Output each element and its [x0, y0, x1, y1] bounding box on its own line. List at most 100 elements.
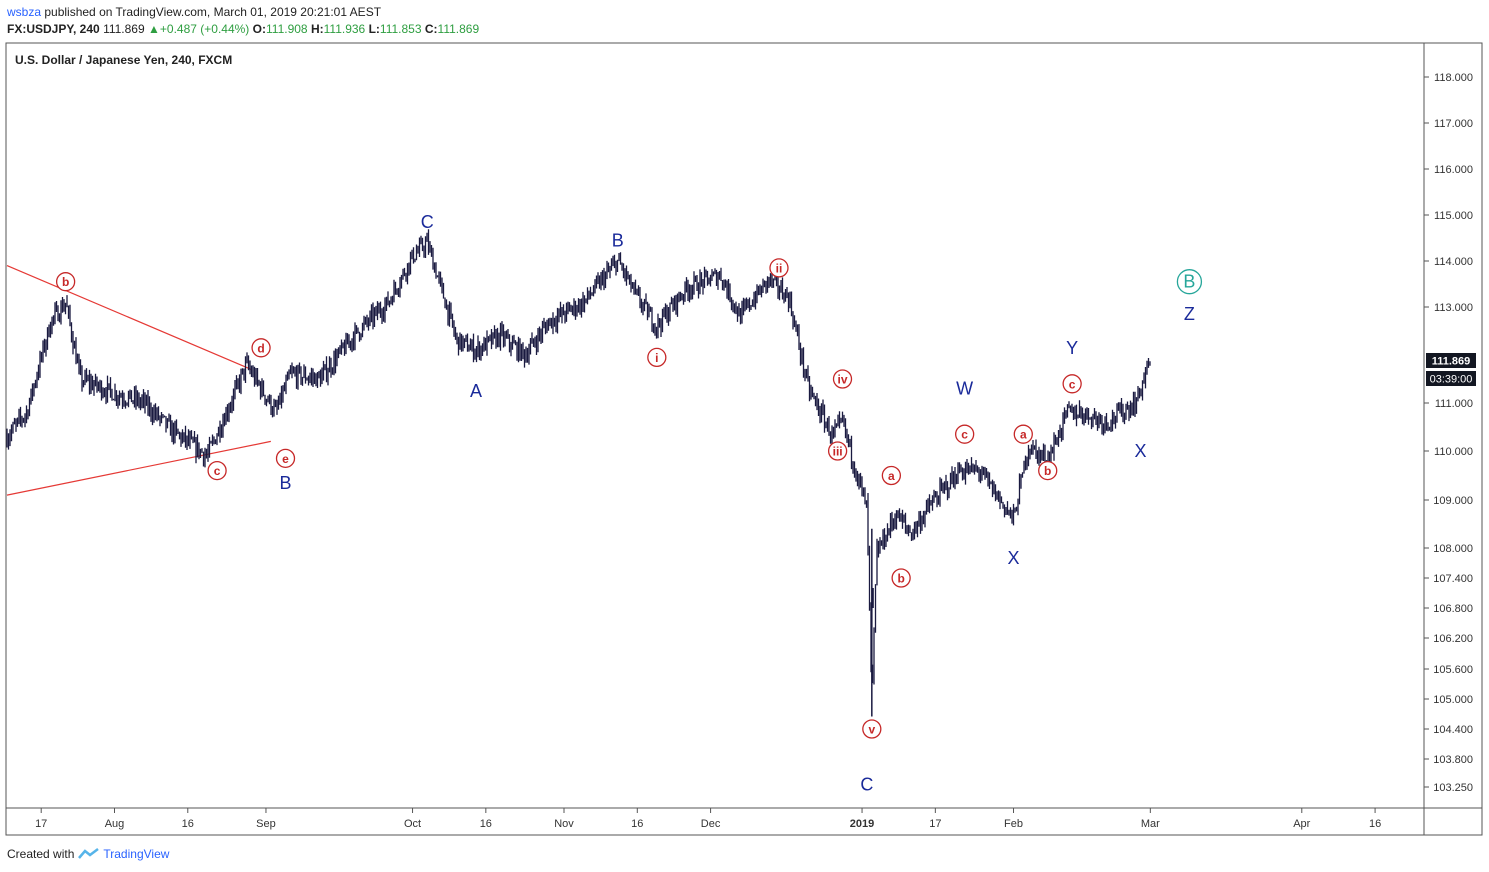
wave-label-circle [647, 347, 667, 368]
wave-label: b [897, 572, 904, 586]
y-tick-label: 105.000 [1433, 694, 1473, 706]
current-price-box [1426, 353, 1476, 368]
wave-label: c [1069, 377, 1076, 391]
wave-label: C [421, 212, 434, 232]
trendline[interactable] [6, 440, 271, 496]
price-series [6, 229, 1151, 717]
low-label: L: [368, 22, 380, 36]
x-tick-label: 17 [35, 818, 47, 830]
x-tick-label: Mar [1141, 818, 1160, 830]
y-tick-label: 108.000 [1433, 543, 1473, 555]
x-tick-label: 17 [929, 818, 941, 830]
wave-label-circle [955, 424, 975, 444]
x-tick-label: Aug [105, 818, 125, 830]
open-label: O: [252, 22, 266, 36]
wave-label-circle [55, 272, 76, 292]
wave-label-circle [881, 465, 902, 486]
chart-title: U.S. Dollar / Japanese Yen, 240, FXCM [15, 53, 232, 67]
wave-label: d [257, 341, 264, 355]
wave-label: c [961, 428, 968, 442]
wave-label: iv [837, 373, 847, 387]
wave-label: b [62, 275, 69, 289]
price-candles [6, 229, 1151, 685]
wave-label-circle [1062, 374, 1082, 394]
wave-label: X [1135, 441, 1147, 461]
publish-info: wsbza published on TradingView.com, Marc… [7, 5, 381, 19]
x-tick-label: 16 [480, 818, 492, 830]
wave-label: a [1020, 428, 1027, 442]
x-tick-label: 16 [631, 818, 643, 830]
wave-label: iii [833, 445, 843, 459]
y-tick-label: 104.400 [1433, 724, 1473, 736]
price-axis[interactable]: 118.000 117.000 116.000 115.000 114.000 113.0… [1424, 72, 1473, 794]
close-label: C: [424, 22, 438, 36]
y-tick-label: 105.600 [1433, 664, 1473, 676]
x-tick-label: Dec [701, 818, 721, 830]
wave-label: B [1183, 272, 1195, 292]
y-tick-label: 113.000 [1434, 302, 1473, 314]
x-tick-label: Nov [554, 818, 574, 830]
x-tick-label: Feb [1004, 818, 1023, 830]
x-tick-label: 16 [1369, 818, 1381, 830]
wave-label: ii [776, 261, 783, 275]
wave-label-circle [251, 338, 271, 358]
publisher-username[interactable]: wsbza [7, 5, 42, 19]
x-tick-label: Apr [1293, 818, 1310, 830]
up-arrow-icon: ▲ [148, 22, 160, 36]
close-value: 111.869 [437, 22, 480, 36]
wave-label: v [868, 723, 875, 737]
wave-label: C [860, 774, 873, 794]
tradingview-logo-icon [78, 848, 100, 859]
wave-label: c [214, 464, 221, 478]
y-tick-label: 103.250 [1433, 782, 1473, 794]
tradingview-link[interactable]: TradingView [103, 847, 170, 861]
wave-label: X [1008, 548, 1020, 568]
open-value: 111.908 [266, 22, 308, 36]
created-with-text: Created with [7, 847, 75, 861]
wave-label-circle [207, 460, 227, 481]
countdown-box [1426, 371, 1476, 386]
y-tick-label: 103.800 [1433, 754, 1473, 766]
footer: Created with TradingView [7, 847, 169, 861]
time-axis[interactable]: 17 Aug 16 Sep Oct 16 Nov 16 Dec 2019 17 Feb Mar Apr 16 [35, 808, 1381, 830]
wave-label-circle [1038, 460, 1058, 481]
symbol-name: FX:USDJPY, 240 [7, 22, 100, 36]
y-tick-label: 117.000 [1434, 118, 1473, 130]
y-tick-label: 111.000 [1435, 398, 1473, 410]
high-label: H: [310, 22, 324, 36]
wave-label: e [282, 452, 289, 466]
y-tick-label: 106.800 [1433, 603, 1473, 615]
y-tick-label: 110.000 [1434, 446, 1473, 458]
wave-label-circle [827, 441, 848, 461]
wave-label-circle [862, 719, 882, 739]
wave-label: i [655, 351, 658, 365]
y-tick-label: 118.000 [1434, 72, 1473, 84]
chart-frame [5, 42, 1483, 836]
wave-label: W [956, 379, 973, 399]
wave-label-circle [1176, 269, 1203, 295]
publish-text: published on TradingView.com, March 01, … [44, 5, 382, 19]
wave-label: Y [1066, 338, 1078, 358]
current-price-text: 111.869 [1432, 356, 1471, 368]
countdown-text: 03:39:00 [1430, 374, 1473, 386]
wave-label-circle [769, 258, 789, 278]
wave-label: B [279, 473, 291, 493]
high-value: 111.936 [323, 22, 366, 36]
low-value: 111.853 [379, 22, 422, 36]
price-change: +0.487 (+0.44%) [159, 22, 250, 36]
x-tick-label: Sep [256, 818, 276, 830]
wave-label: Z [1184, 304, 1195, 324]
y-tick-label: 114.000 [1434, 256, 1473, 268]
y-tick-label: 109.000 [1433, 495, 1473, 507]
x-tick-label: 16 [182, 818, 194, 830]
wave-label-circle [891, 568, 911, 588]
wave-label: B [612, 230, 624, 250]
trendline[interactable] [6, 265, 252, 370]
wave-label-circle [275, 448, 296, 469]
wave-label-circle [832, 369, 853, 389]
symbol-legend: FX:USDJPY, 240 111.869 ▲+0.487 (+0.44%) … [7, 22, 479, 36]
x-tick-label: 2019 [850, 818, 874, 830]
y-tick-label: 115.000 [1434, 210, 1473, 222]
